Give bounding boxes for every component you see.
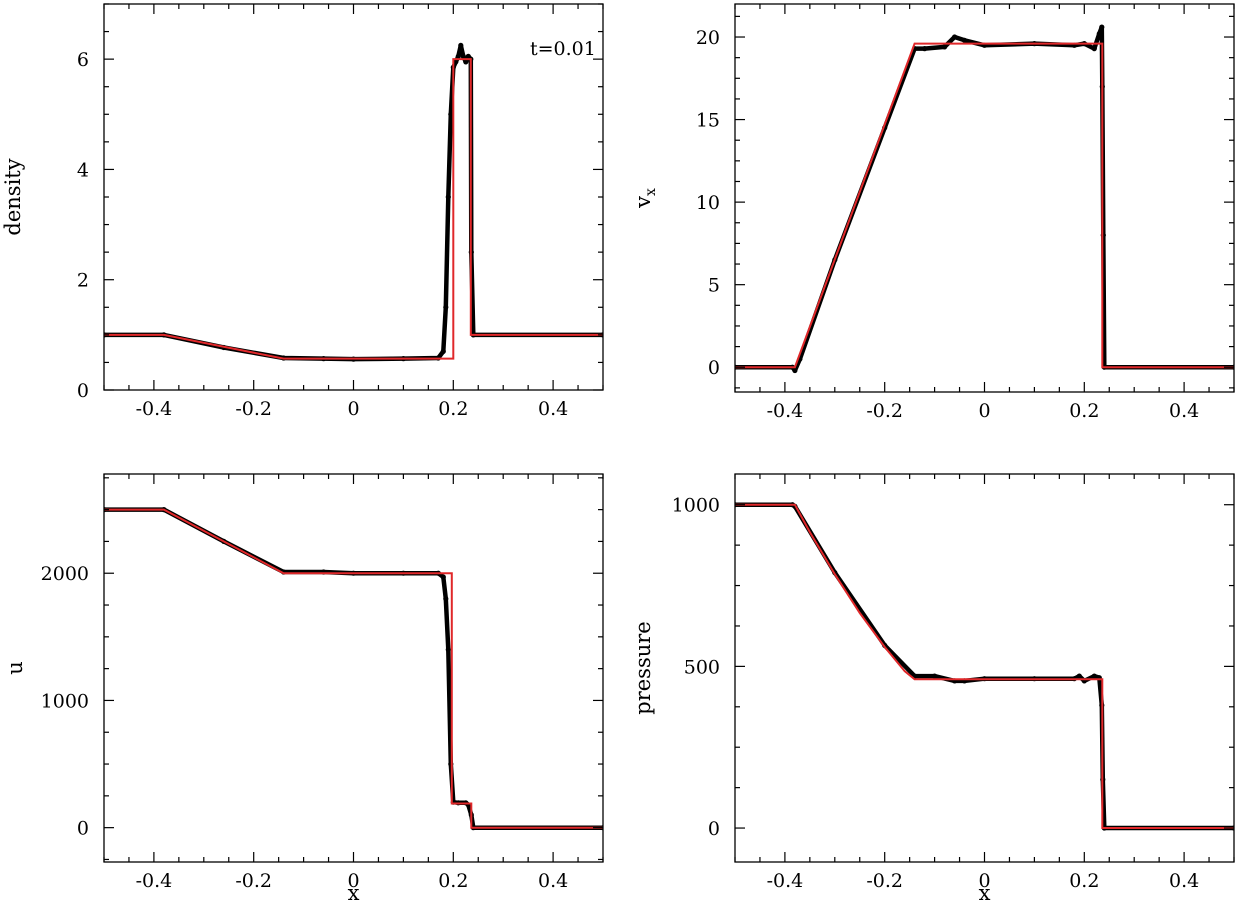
x-tick-label-pressure: 0 [978,870,990,892]
y-tick-label-u: 2000 [41,563,89,585]
x-tick-label-pressure: 0.2 [1069,870,1099,892]
x-tick-label-vx: -0.4 [767,400,804,422]
y-tick-label-pressure: 0 [708,818,720,840]
y-axis-label-density: density [1,158,25,235]
plot-area-vx [735,24,1234,374]
plot-area-pressure [735,502,1234,831]
point-simulation-density [455,53,461,60]
x-tick-label-density: -0.4 [136,398,173,420]
x-axis-label-pressure: x [979,881,991,905]
series-exact-vx [735,42,1234,369]
y-tick-label-density: 6 [77,49,89,71]
point-simulation-density [463,59,469,65]
x-tick-label-pressure: -0.4 [767,870,804,892]
series-simulation-u [104,507,603,830]
x-tick-label-pressure: -0.2 [866,870,903,892]
point-simulation-vx [952,34,958,40]
point-simulation-density [440,348,446,354]
time-annotation: t=0.01 [530,38,596,60]
panel-u: -0.4 -0.2 0 0.2 0.4 0 1000 2000 u x [3,473,604,905]
y-tick-label-vx: 10 [696,192,720,214]
point-simulation-pressure [1076,673,1082,679]
x-tick-label-u: -0.2 [235,870,272,892]
point-simulation-u [445,647,451,653]
x-tick-label-u: 0.4 [538,870,568,892]
y-tick-label-density: 4 [77,159,89,181]
series-simulation-pressure [735,502,1234,831]
point-simulation-vx [922,46,928,52]
series-simulation-vx [735,24,1234,373]
x-tick-label-density: 0.4 [538,398,568,420]
point-simulation-vx [961,37,968,43]
x-tick-label-u: 0 [347,870,359,892]
x-axis-label-u: x [348,881,360,905]
y-tick-label-vx: 20 [696,27,720,49]
x-tick-label-vx: 0.4 [1169,400,1199,422]
plot-area-density [104,42,603,362]
x-tick-label-vx: 0 [978,400,990,422]
series-exact-pressure [735,503,1234,829]
x-tick-label-density: -0.2 [235,398,272,420]
series-exact-u [104,508,603,829]
y-axis-label-pressure: pressure [631,621,655,714]
panel-vx: -0.4 -0.2 0 0.2 0.4 0 5 10 15 20 vx [631,3,1235,422]
x-tick-label-pressure: 0.4 [1169,870,1199,892]
point-simulation-vx [1099,24,1105,30]
point-simulation-density [460,53,466,60]
y-tick-label-vx: 15 [696,110,720,132]
point-simulation-density [443,304,449,310]
series-exact-density [104,58,603,360]
panel-density: -0.4 -0.2 0 0.2 0.4 0 2 4 6 density t=0.01 [1,3,604,420]
point-simulation-u [443,596,449,602]
point-simulation-u [440,574,446,580]
y-tick-label-vx: 0 [708,357,720,379]
y-axis-label-u: u [3,661,27,675]
point-simulation-density [448,111,454,117]
point-simulation-vx [1096,31,1102,37]
axes-frame-density [103,3,604,391]
y-tick-label-u: 0 [77,818,89,840]
y-tick-label-pressure: 500 [684,656,720,678]
y-tick-label-density: 2 [77,270,89,292]
x-tick-label-vx: 0.2 [1069,400,1099,422]
axes-frame-u [103,473,604,863]
y-axis-label-vx: vx [631,188,659,209]
x-tick-label-density: 0 [347,398,359,420]
panel-pressure: -0.4 -0.2 0 0.2 0.4 0 500 1000 pressure x [631,473,1235,905]
point-simulation-vx [942,44,948,50]
x-tick-label-u: 0.2 [438,870,468,892]
point-simulation-density [458,42,464,49]
point-simulation-density [453,59,459,65]
x-tick-label-vx: -0.2 [866,400,903,422]
series-simulation-density [104,43,603,362]
y-tick-label-u: 1000 [41,690,89,712]
y-axis-label-subscript: x [643,188,659,196]
y-tick-label-pressure: 1000 [672,495,720,517]
point-simulation-pressure [1091,673,1097,679]
x-tick-label-density: 0.2 [438,398,468,420]
x-tick-label-u: -0.4 [136,870,173,892]
point-simulation-vx [1091,46,1097,52]
point-simulation-pressure [932,673,938,679]
point-simulation-vx [792,367,798,374]
point-simulation-density [445,194,451,200]
y-tick-label-density: 0 [77,380,89,402]
plot-area-u [104,507,603,831]
y-tick-label-vx: 5 [708,275,720,297]
